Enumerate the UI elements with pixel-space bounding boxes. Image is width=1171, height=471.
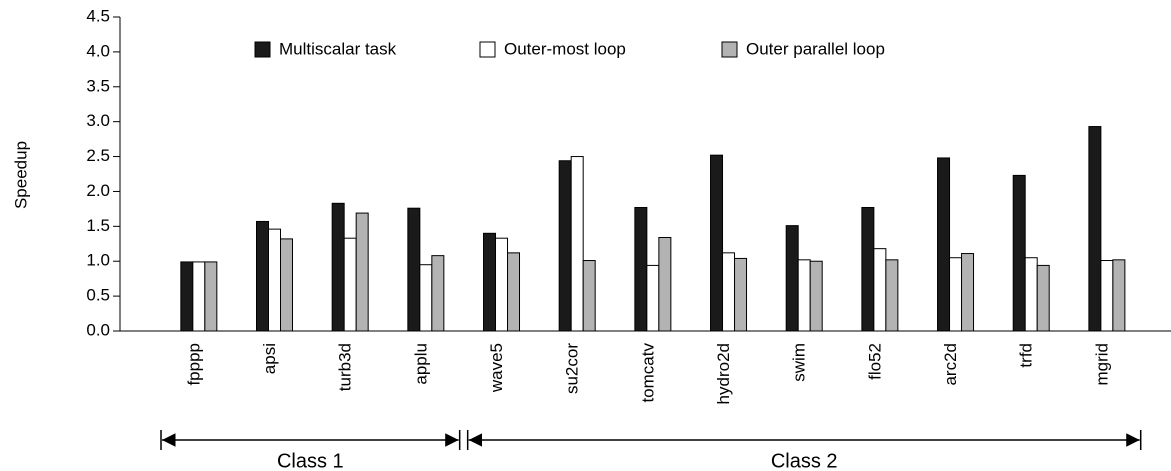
bar xyxy=(873,248,887,332)
bar xyxy=(419,264,433,332)
bar xyxy=(331,202,345,332)
y-tick-label: 4.5 xyxy=(86,6,110,25)
legend-label: Outer parallel loop xyxy=(746,39,885,58)
legend-swatch xyxy=(479,41,496,58)
bar xyxy=(570,156,584,332)
bar xyxy=(861,206,875,332)
y-tick-label: 3.0 xyxy=(86,111,110,130)
y-tick-label: 1.5 xyxy=(86,216,110,235)
bar xyxy=(1012,174,1026,332)
x-tick-label: turb3d xyxy=(336,343,355,391)
x-tick-label: su2cor xyxy=(563,343,582,394)
legend-label: Multiscalar task xyxy=(279,39,397,58)
bar xyxy=(937,157,951,332)
x-tick-label: applu xyxy=(411,343,430,385)
bar xyxy=(558,160,572,332)
legend-swatch xyxy=(254,41,271,58)
bar xyxy=(1100,260,1114,332)
bar xyxy=(1088,126,1102,332)
bar xyxy=(1036,264,1050,332)
bar xyxy=(722,252,736,332)
group-label: Class 2 xyxy=(771,450,838,471)
bar xyxy=(495,237,509,332)
bar xyxy=(483,232,497,332)
bar xyxy=(785,225,799,332)
bar xyxy=(507,252,521,332)
bar xyxy=(582,260,596,332)
legend-label: Outer-most loop xyxy=(504,39,626,58)
y-tick-label: 0.5 xyxy=(86,286,110,305)
bar xyxy=(646,264,660,332)
bar xyxy=(280,238,294,332)
x-tick-label: tomcatv xyxy=(638,343,657,403)
bar xyxy=(204,261,218,332)
bar xyxy=(355,212,369,332)
bar xyxy=(1024,257,1038,332)
y-tick-label: 1.0 xyxy=(86,251,110,270)
x-tick-label: wave5 xyxy=(487,343,506,393)
legend-swatch xyxy=(721,41,738,58)
bar xyxy=(797,259,811,332)
bar xyxy=(431,255,445,332)
x-tick-label: apsi xyxy=(260,343,279,374)
x-tick-label: hydro2d xyxy=(714,343,733,404)
bar xyxy=(885,259,899,332)
bar xyxy=(710,154,724,332)
bar xyxy=(192,261,206,332)
y-tick-label: 3.5 xyxy=(86,76,110,95)
group-label: Class 1 xyxy=(277,450,344,471)
y-tick-label: 4.0 xyxy=(86,41,110,60)
bar xyxy=(343,237,357,332)
x-tick-label: fpppp xyxy=(184,343,203,386)
x-tick-label: arc2d xyxy=(941,343,960,386)
x-tick-label: swim xyxy=(790,343,809,382)
bar xyxy=(809,260,823,332)
bar xyxy=(658,236,672,332)
bar xyxy=(634,206,648,332)
x-tick-label: trfd xyxy=(1017,343,1036,368)
bar xyxy=(1112,259,1126,332)
bar xyxy=(734,257,748,332)
bar xyxy=(961,253,975,332)
y-axis-label: Speedup xyxy=(11,141,30,209)
y-tick-label: 0.0 xyxy=(86,320,110,339)
bar xyxy=(180,261,194,332)
x-tick-label: mgrid xyxy=(1092,343,1111,386)
y-tick-label: 2.0 xyxy=(86,181,110,200)
bar xyxy=(256,220,270,332)
x-tick-label: flo52 xyxy=(865,343,884,380)
bar xyxy=(407,207,421,332)
bar xyxy=(949,257,963,332)
bar xyxy=(268,228,282,332)
y-tick-label: 2.5 xyxy=(86,146,110,165)
